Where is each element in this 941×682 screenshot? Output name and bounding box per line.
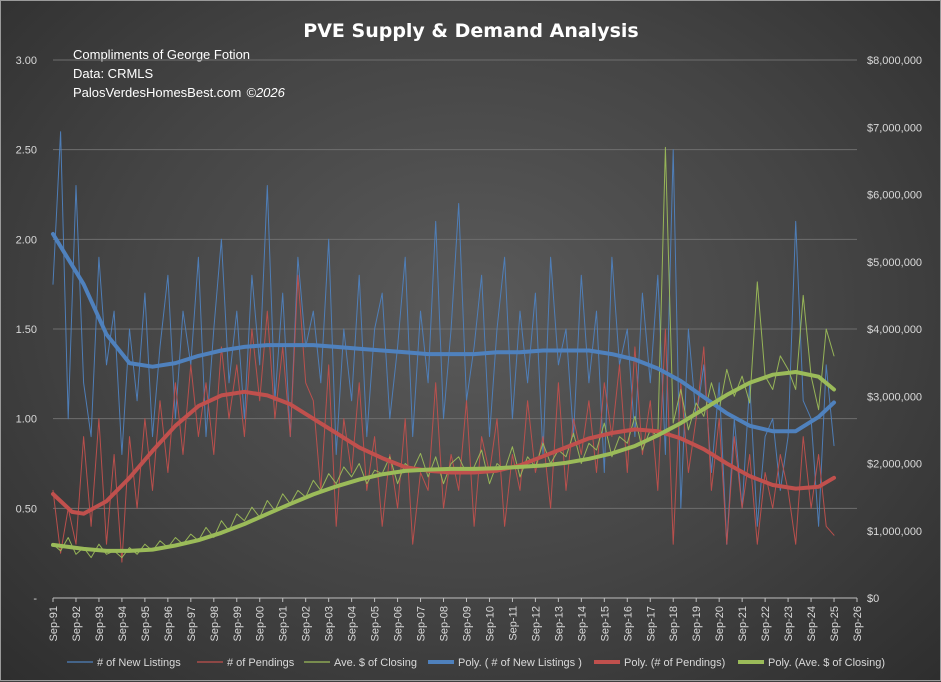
y-right-tick-label: $6,000,000 xyxy=(867,190,922,202)
x-tick-label: Sep-06 xyxy=(393,606,405,641)
x-tick-label: Sep-20 xyxy=(714,606,726,641)
y-left-tick-label: - xyxy=(33,593,37,605)
y-left-tick-label: 2.50 xyxy=(16,145,37,157)
x-tick-label: Sep-14 xyxy=(576,606,588,641)
x-tick-label: Sep-13 xyxy=(553,606,565,641)
x-tick-label: Sep-22 xyxy=(760,606,772,641)
x-tick-label: Sep-07 xyxy=(416,606,428,641)
annotation-source: Data: CRMLS xyxy=(73,66,154,81)
x-tick-label: Sep-05 xyxy=(370,606,382,641)
legend-entry: Poly. ( # of New Listings ) xyxy=(458,657,582,669)
series-line-of-pendings xyxy=(52,274,835,563)
legend-entry: Poly. (# of Pendings) xyxy=(624,657,725,669)
y-axis-right: $0 $1,000,000 $2,000,000 $3,000,000 $4,000,0… xyxy=(867,55,922,605)
y-right-tick-label: $3,000,000 xyxy=(867,391,922,403)
y-right-tick-label: $5,000,000 xyxy=(867,257,922,269)
y-right-tick-label: $1,000,000 xyxy=(867,526,922,538)
series-layer xyxy=(51,131,836,563)
x-tick-label: Sep-95 xyxy=(140,606,152,641)
legend-entry: # of New Listings xyxy=(97,657,181,669)
x-tick-label: Sep-26 xyxy=(852,606,864,641)
legend-entry: Poly. (Ave. $ of Closing) xyxy=(768,657,885,669)
x-tick-label: Sep-00 xyxy=(255,606,267,641)
x-tick-label: Sep-01 xyxy=(278,606,290,641)
x-tick-label: Sep-03 xyxy=(324,606,336,641)
x-tick-label: Sep-08 xyxy=(439,606,451,641)
y-right-tick-label: $0 xyxy=(867,593,879,605)
x-tick-label: Sep-15 xyxy=(599,606,611,641)
x-tick-label: Sep-24 xyxy=(806,606,818,641)
x-tick-label: Sep-96 xyxy=(163,606,175,641)
y-left-tick-label: 0.50 xyxy=(16,503,37,515)
y-left-tick-label: 1.50 xyxy=(16,324,37,336)
x-tick-label: Sep-91 xyxy=(48,606,60,641)
x-axis: Sep-91 Sep-92 Sep-93 Sep-94 Sep-95 Sep-96 Sep-… xyxy=(48,597,864,641)
x-tick-label: Sep-94 xyxy=(117,606,129,641)
x-tick-label: Sep-97 xyxy=(186,606,198,641)
x-tick-label: Sep-09 xyxy=(461,606,473,641)
x-tick-label: Sep-12 xyxy=(530,606,542,641)
x-tick-label: Sep-92 xyxy=(71,606,83,641)
x-tick-label: Sep-23 xyxy=(783,606,795,641)
x-tick-label: Sep-21 xyxy=(737,606,749,641)
y-left-tick-label: 2.00 xyxy=(16,234,37,246)
x-tick-label: Sep-18 xyxy=(668,606,680,641)
annotation-copyright: ©2026 xyxy=(246,85,285,100)
x-tick-label: Sep-04 xyxy=(347,606,359,641)
series-line-poly-of-pendings xyxy=(51,389,836,516)
x-tick-label: Sep-11 xyxy=(507,606,519,641)
x-tick-label: Sep-10 xyxy=(484,606,496,641)
series-line-poly-ave-of-closing xyxy=(51,370,836,553)
y-left-tick-label: 3.00 xyxy=(16,55,37,67)
x-tick-label: Sep-25 xyxy=(829,606,841,641)
annotation-website: PalosVerdesHomesBest.com ©2026 xyxy=(73,85,286,100)
y-right-tick-label: $8,000,000 xyxy=(867,55,922,67)
x-tick-label: Sep-19 xyxy=(691,606,703,641)
annotation-credit: Compliments of George Fotion xyxy=(73,47,250,62)
x-tick-label: Sep-98 xyxy=(209,606,221,641)
series-line-of-new-listings xyxy=(52,131,835,545)
legend-entry: Ave. $ of Closing xyxy=(334,657,417,669)
y-right-tick-label: $2,000,000 xyxy=(867,459,922,471)
x-tick-label: Sep-93 xyxy=(94,606,106,641)
gridlines xyxy=(53,59,857,599)
y-right-tick-label: $7,000,000 xyxy=(867,122,922,134)
x-tick-label: Sep-16 xyxy=(622,606,634,641)
x-tick-label: Sep-99 xyxy=(232,606,244,641)
x-tick-label: Sep-02 xyxy=(301,606,313,641)
legend: # of New Listings # of Pendings Ave. $ of … xyxy=(67,657,885,669)
y-left-tick-label: 1.00 xyxy=(16,414,37,426)
chart-title: PVE Supply & Demand Analysis xyxy=(303,20,638,42)
x-tick-label: Sep-17 xyxy=(645,606,657,641)
y-axis-left: - 0.50 1.00 1.50 2.00 2.50 3.00 xyxy=(16,55,38,605)
y-right-tick-label: $4,000,000 xyxy=(867,324,922,336)
legend-entry: # of Pendings xyxy=(227,657,295,669)
annotation-website-url: PalosVerdesHomesBest.com xyxy=(73,85,241,100)
